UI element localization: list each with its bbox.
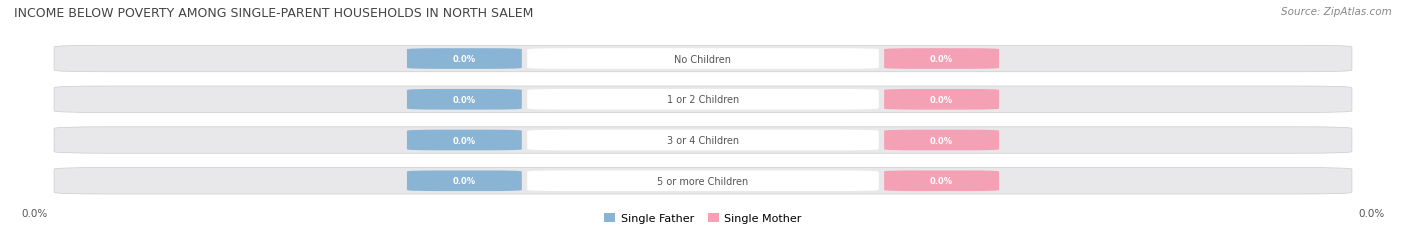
FancyBboxPatch shape (406, 90, 522, 110)
FancyBboxPatch shape (527, 171, 879, 191)
Text: 0.0%: 0.0% (929, 176, 953, 185)
Text: 1 or 2 Children: 1 or 2 Children (666, 95, 740, 105)
Text: 0.0%: 0.0% (929, 95, 953, 104)
Text: 0.0%: 0.0% (21, 208, 48, 218)
FancyBboxPatch shape (527, 130, 879, 151)
Text: 0.0%: 0.0% (1358, 208, 1385, 218)
Text: 0.0%: 0.0% (929, 55, 953, 64)
Text: 0.0%: 0.0% (453, 55, 477, 64)
Text: No Children: No Children (675, 54, 731, 64)
Text: 0.0%: 0.0% (453, 176, 477, 185)
FancyBboxPatch shape (527, 49, 879, 70)
Legend: Single Father, Single Mother: Single Father, Single Mother (605, 213, 801, 223)
Text: 0.0%: 0.0% (453, 95, 477, 104)
FancyBboxPatch shape (53, 46, 1353, 73)
Text: INCOME BELOW POVERTY AMONG SINGLE-PARENT HOUSEHOLDS IN NORTH SALEM: INCOME BELOW POVERTY AMONG SINGLE-PARENT… (14, 7, 533, 20)
FancyBboxPatch shape (406, 49, 522, 70)
FancyBboxPatch shape (884, 49, 1000, 70)
Text: 5 or more Children: 5 or more Children (658, 176, 748, 186)
FancyBboxPatch shape (884, 171, 1000, 191)
Text: Source: ZipAtlas.com: Source: ZipAtlas.com (1281, 7, 1392, 17)
FancyBboxPatch shape (406, 171, 522, 191)
Text: 0.0%: 0.0% (929, 136, 953, 145)
Text: 3 or 4 Children: 3 or 4 Children (666, 135, 740, 145)
FancyBboxPatch shape (527, 90, 879, 110)
FancyBboxPatch shape (884, 130, 1000, 151)
FancyBboxPatch shape (53, 127, 1353, 154)
FancyBboxPatch shape (53, 87, 1353, 113)
FancyBboxPatch shape (406, 130, 522, 151)
FancyBboxPatch shape (884, 90, 1000, 110)
Text: 0.0%: 0.0% (453, 136, 477, 145)
FancyBboxPatch shape (53, 168, 1353, 194)
